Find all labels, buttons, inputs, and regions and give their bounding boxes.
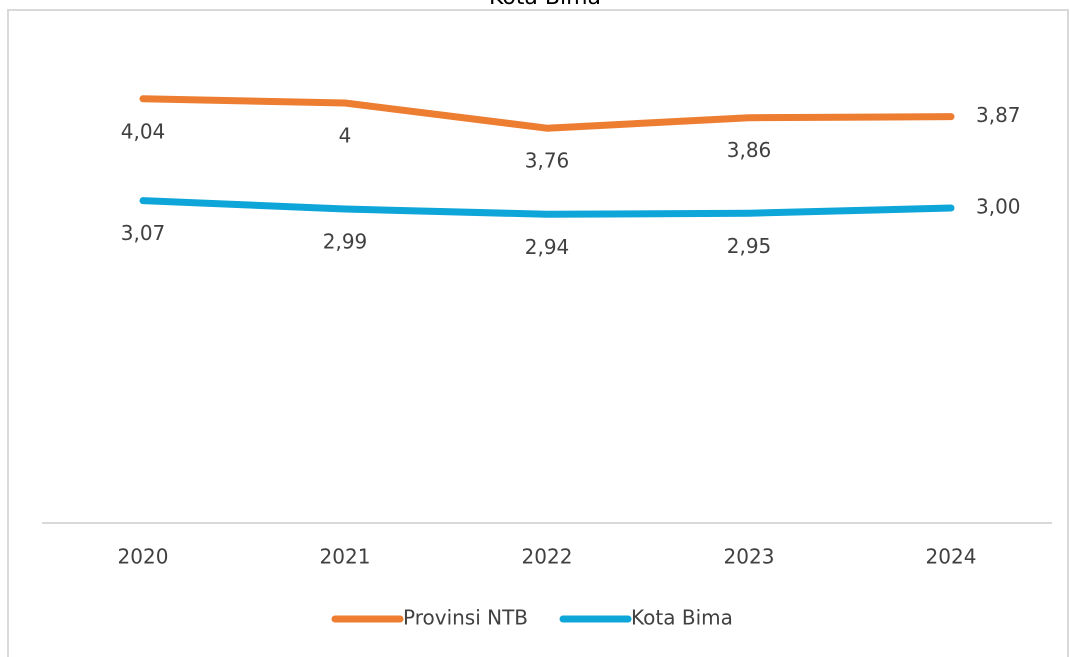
legend-label: Provinsi NTB xyxy=(403,606,528,630)
data-label: 2,94 xyxy=(525,235,570,259)
chart-title: Kota Bima xyxy=(489,0,601,10)
legend-label: Kota Bima xyxy=(631,606,733,630)
data-label: 4,04 xyxy=(121,119,166,143)
data-label: 4 xyxy=(339,124,352,148)
data-label: 2,99 xyxy=(323,230,368,254)
x-tick-label: 2020 xyxy=(118,545,169,569)
x-tick-label: 2021 xyxy=(320,545,371,569)
data-label: 3,07 xyxy=(121,221,166,245)
data-label: 2,95 xyxy=(727,234,772,258)
x-tick-label: 2022 xyxy=(522,545,573,569)
data-label: 3,76 xyxy=(525,149,570,173)
x-tick-label: 2023 xyxy=(724,545,775,569)
x-tick-label: 2024 xyxy=(926,545,977,569)
data-label: 3,86 xyxy=(727,138,772,162)
data-label: 3,87 xyxy=(976,103,1021,127)
chart-frame xyxy=(7,9,1069,657)
data-label: 3,00 xyxy=(976,195,1021,219)
series-line xyxy=(139,95,955,132)
series-line xyxy=(139,197,955,218)
